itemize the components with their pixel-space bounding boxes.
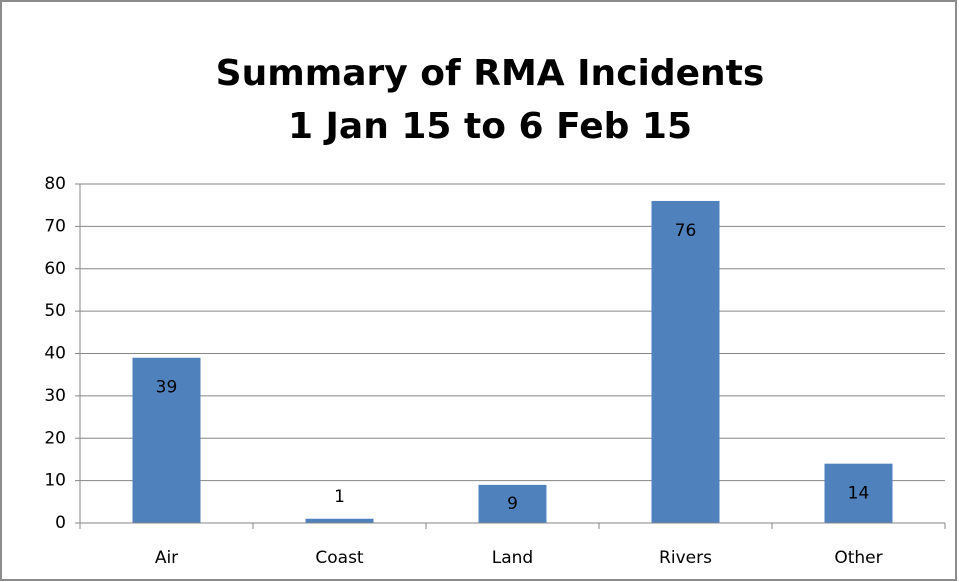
value-label: 9	[507, 494, 518, 514]
y-tick-label: 80	[44, 174, 66, 194]
bar	[132, 357, 201, 523]
bar	[305, 518, 374, 523]
value-label: 14	[848, 483, 870, 503]
y-tick-label: 50	[44, 301, 66, 321]
value-label: 39	[156, 378, 178, 398]
bar	[651, 200, 720, 523]
chart-subtitle: 1 Jan 15 to 6 Feb 15	[288, 106, 692, 147]
y-tick-label: 60	[44, 259, 66, 279]
x-tick-label: Air	[155, 548, 178, 568]
x-tick-label: Rivers	[659, 548, 712, 568]
x-tick-label: Coast	[315, 548, 364, 568]
y-tick-label: 40	[44, 344, 66, 364]
bar	[478, 484, 547, 523]
y-tick-label: 0	[55, 513, 66, 533]
y-tick-label: 70	[44, 216, 66, 236]
chart-title: Summary of RMA Incidents	[216, 53, 765, 94]
x-tick-label: Land	[492, 548, 533, 568]
y-tick-label: 10	[44, 471, 66, 491]
value-label: 1	[334, 487, 345, 507]
x-tick-label: Other	[834, 548, 882, 568]
value-label: 76	[675, 221, 697, 241]
y-tick-label: 30	[44, 386, 66, 406]
bar	[824, 463, 893, 523]
y-tick-label: 20	[44, 428, 66, 448]
